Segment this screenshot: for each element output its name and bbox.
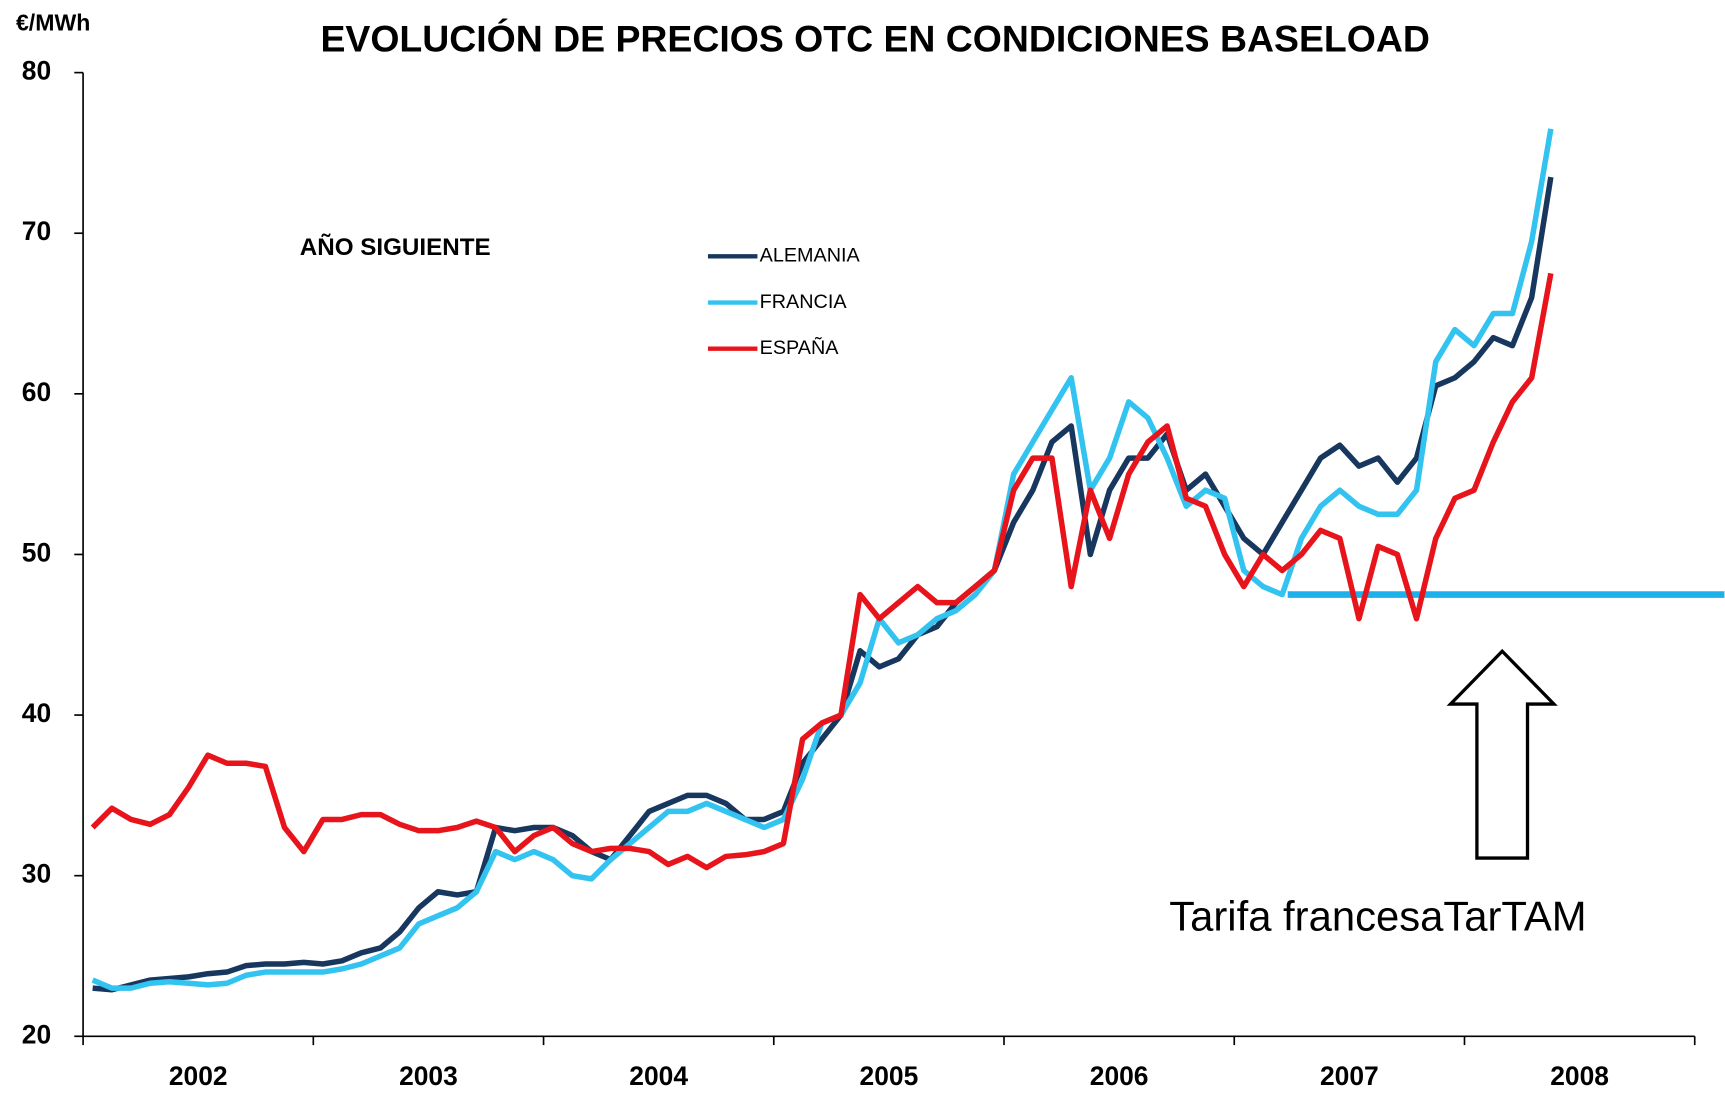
series-line [90, 272, 1554, 871]
y-tick-label: 50 [22, 537, 51, 567]
legend-label: FRANCIA [760, 291, 848, 313]
arrow [1446, 648, 1558, 860]
y-tick-label: 40 [22, 698, 51, 728]
y-tick-label: 70 [22, 216, 51, 246]
legend-label: ESPAÑA [760, 335, 840, 359]
x-tick-label: 2008 [1550, 1061, 1609, 1091]
x-tick-label: 2004 [629, 1061, 688, 1091]
x-tick-label: 2002 [169, 1061, 228, 1091]
x-tick-label: 2005 [860, 1061, 919, 1091]
chart-title: EVOLUCIÓN DE PRECIOS OTC EN CONDICIONES … [320, 18, 1429, 60]
y-tick-label: 20 [22, 1019, 51, 1049]
annotation: Tarifa francesaTarTAM [1169, 893, 1586, 940]
y-tick-label: 60 [22, 377, 51, 407]
legend-label: ALEMANIA [760, 245, 861, 267]
x-tick-label: 2003 [399, 1061, 458, 1091]
series-line [92, 176, 1554, 993]
subtitle: AÑO SIGUIENTE [300, 233, 491, 261]
y-tick-label: 30 [22, 859, 51, 889]
x-tick-label: 2007 [1320, 1061, 1379, 1091]
y-axis-label: €/MWh [16, 9, 90, 35]
x-tick-label: 2006 [1090, 1061, 1149, 1091]
y-tick-label: 80 [22, 56, 51, 86]
